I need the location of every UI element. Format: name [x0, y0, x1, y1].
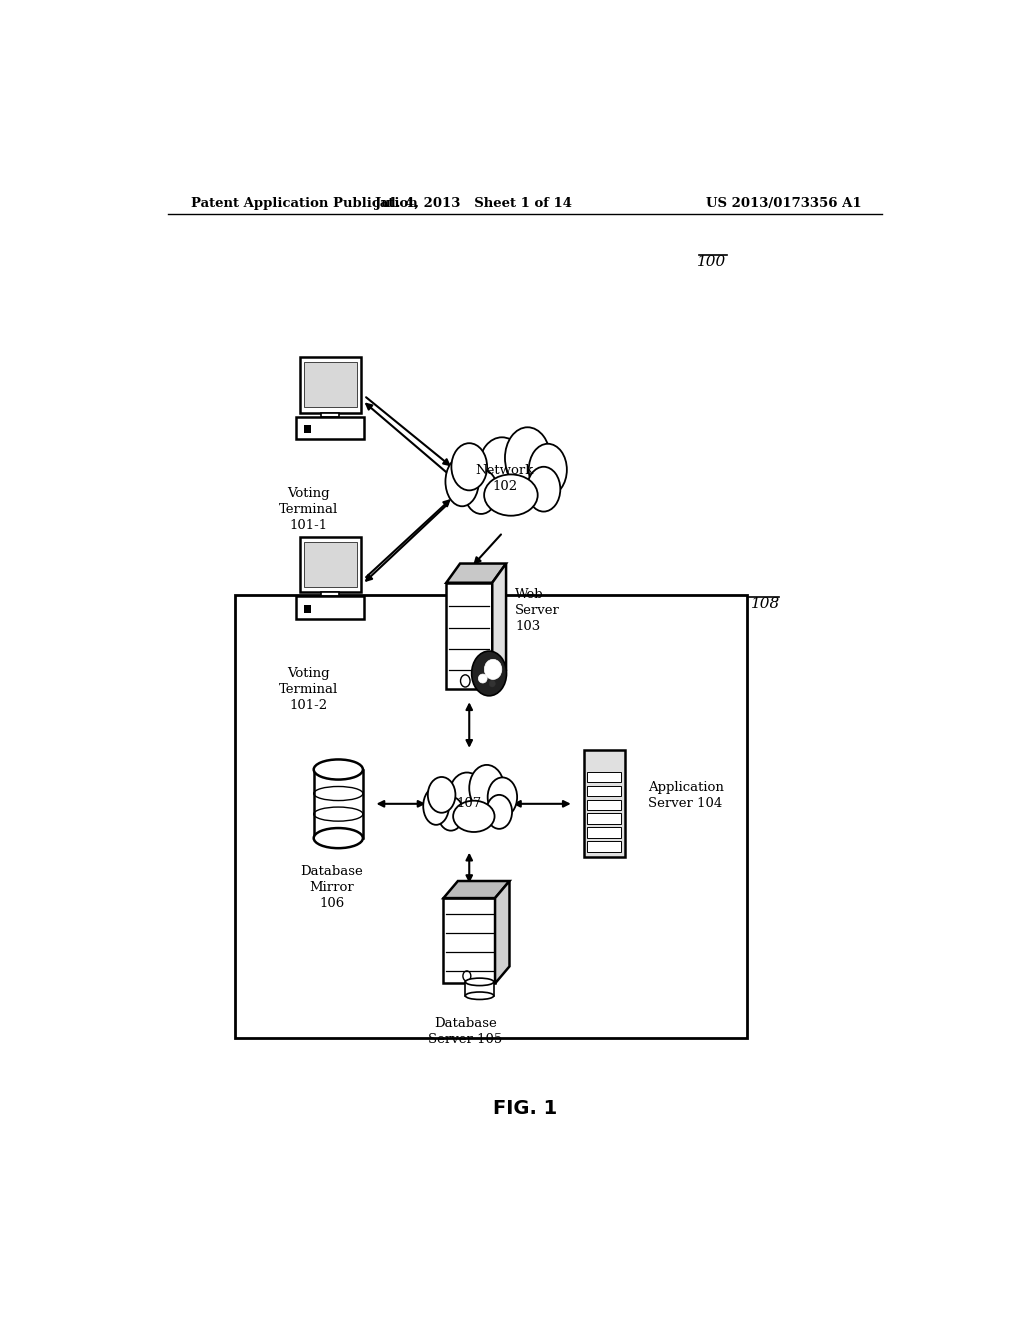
- Polygon shape: [446, 564, 506, 582]
- Bar: [588, 813, 621, 824]
- Text: Voting
Terminal
101-1: Voting Terminal 101-1: [279, 487, 338, 532]
- Ellipse shape: [528, 444, 567, 496]
- Text: Application
Server 104: Application Server 104: [648, 781, 724, 810]
- Bar: [588, 828, 621, 838]
- Bar: [313, 770, 362, 838]
- Bar: [296, 417, 365, 440]
- Text: US 2013/0173356 A1: US 2013/0173356 A1: [707, 197, 862, 210]
- Ellipse shape: [445, 457, 479, 507]
- Polygon shape: [495, 880, 510, 983]
- Ellipse shape: [484, 659, 502, 680]
- Polygon shape: [493, 564, 506, 689]
- Text: Patent Application Publication: Patent Application Publication: [191, 197, 418, 210]
- Text: FIG. 1: FIG. 1: [493, 1100, 557, 1118]
- Ellipse shape: [478, 675, 487, 682]
- Ellipse shape: [313, 759, 362, 780]
- Bar: [588, 772, 621, 783]
- Bar: [584, 751, 625, 857]
- Text: Database
Mirror
106: Database Mirror 106: [301, 865, 364, 909]
- Bar: [304, 425, 310, 433]
- Ellipse shape: [505, 428, 550, 488]
- Ellipse shape: [479, 437, 524, 494]
- Text: Database
Server 105: Database Server 105: [428, 1018, 503, 1047]
- Ellipse shape: [438, 797, 464, 830]
- Bar: [322, 593, 340, 597]
- Ellipse shape: [487, 777, 517, 817]
- Text: Voting
Terminal
101-2: Voting Terminal 101-2: [279, 667, 338, 711]
- Ellipse shape: [527, 467, 560, 512]
- Ellipse shape: [423, 787, 449, 825]
- Circle shape: [472, 651, 507, 696]
- Ellipse shape: [469, 764, 504, 812]
- Ellipse shape: [465, 993, 494, 999]
- Text: Jul. 4, 2013   Sheet 1 of 14: Jul. 4, 2013 Sheet 1 of 14: [375, 197, 571, 210]
- Bar: [465, 982, 494, 995]
- Bar: [300, 536, 360, 593]
- Ellipse shape: [489, 680, 496, 686]
- Ellipse shape: [428, 777, 456, 813]
- Ellipse shape: [465, 978, 494, 986]
- Bar: [304, 541, 356, 587]
- Ellipse shape: [313, 828, 362, 849]
- Bar: [296, 597, 365, 619]
- Text: Web
Server
103: Web Server 103: [515, 589, 560, 634]
- Polygon shape: [443, 880, 510, 898]
- Bar: [446, 582, 493, 689]
- Bar: [304, 362, 356, 408]
- Bar: [588, 800, 621, 810]
- Bar: [588, 785, 621, 796]
- Text: 107: 107: [457, 797, 482, 810]
- Bar: [304, 605, 310, 614]
- Ellipse shape: [454, 801, 495, 832]
- Text: 100: 100: [696, 255, 726, 269]
- Bar: [443, 898, 495, 983]
- Ellipse shape: [450, 772, 484, 816]
- Ellipse shape: [452, 444, 487, 490]
- Ellipse shape: [486, 795, 512, 829]
- Bar: [588, 841, 621, 851]
- Ellipse shape: [465, 469, 498, 513]
- Text: Network
102: Network 102: [476, 465, 535, 494]
- Bar: [322, 413, 340, 417]
- Bar: [300, 356, 360, 412]
- Ellipse shape: [484, 474, 538, 516]
- Text: 108: 108: [751, 598, 780, 611]
